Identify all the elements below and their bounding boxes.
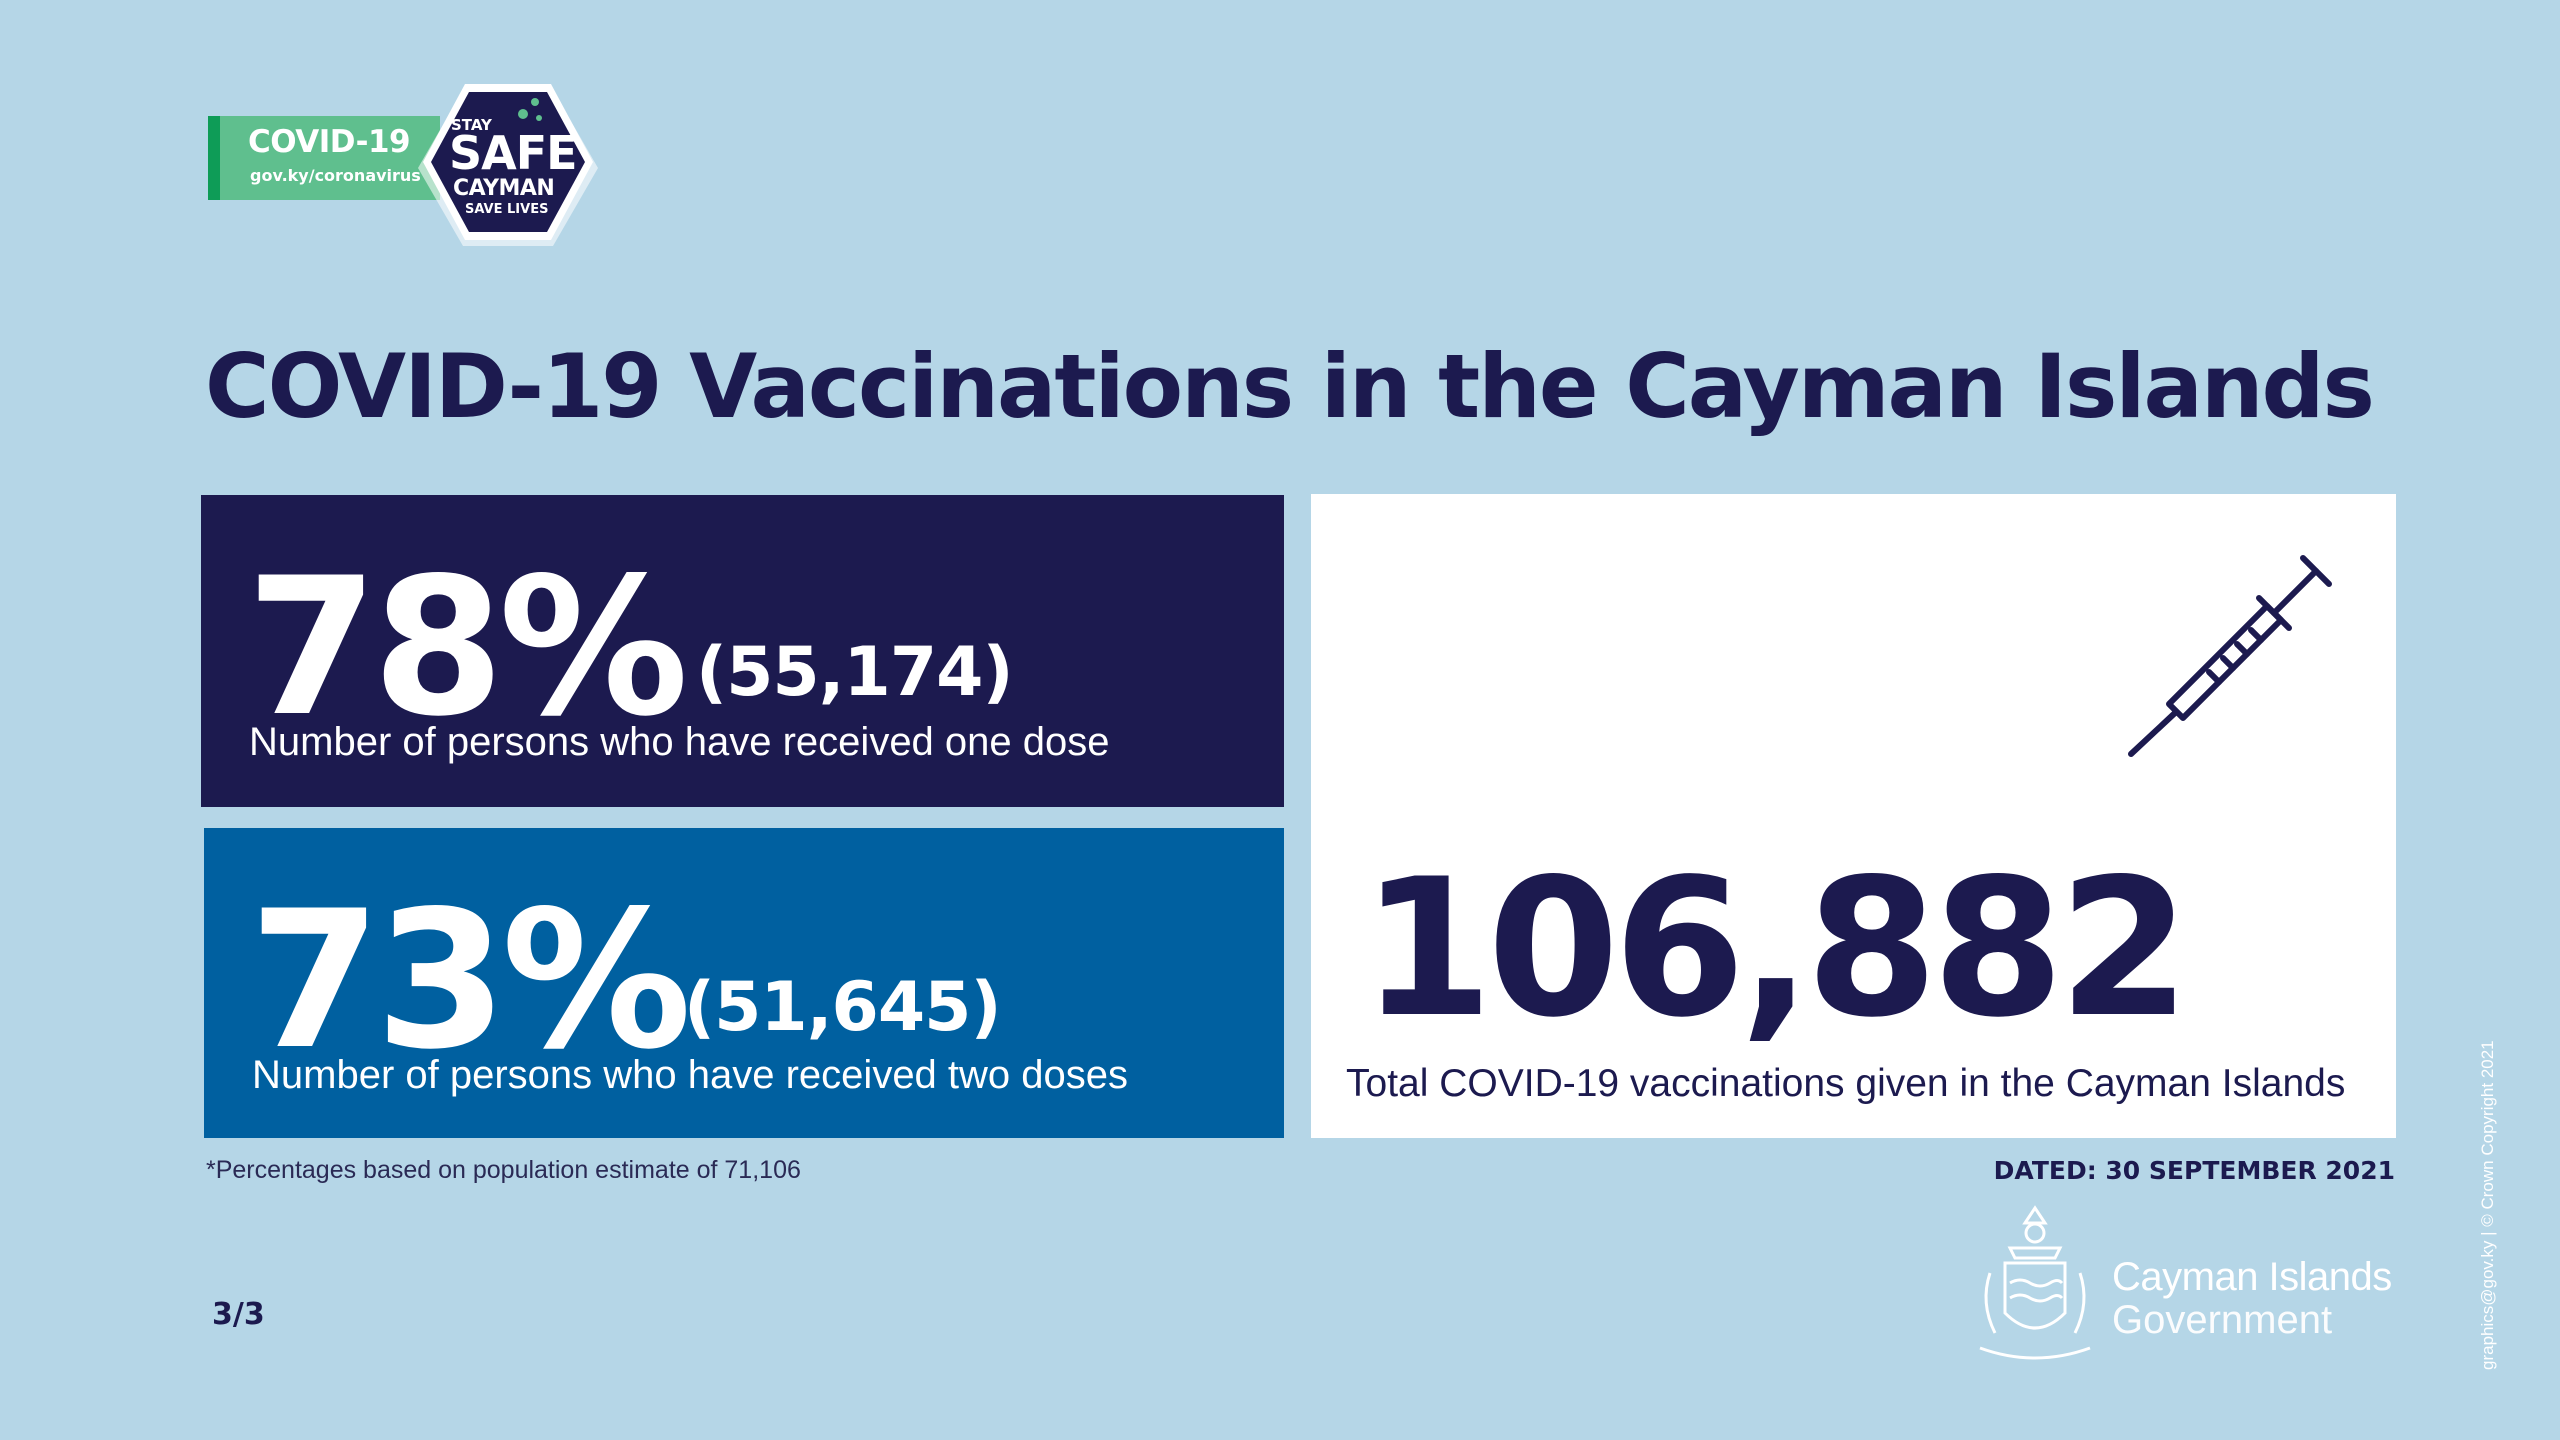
stay-safe-logo: STAY SAFE CAYMAN SAVE LIVES — [413, 80, 603, 250]
covid-badge: COVID-19 gov.ky/coronavirus STAY SAFE CA… — [208, 80, 598, 250]
copyright-notice: graphics@gov.ky | © Crown Copyright 2021 — [2478, 1040, 2497, 1370]
one-dose-percent: 78% — [246, 537, 689, 758]
hex-lives: SAVE LIVES — [465, 202, 549, 217]
covid-strip: COVID-19 gov.ky/coronavirus — [208, 116, 440, 200]
badge-url: gov.ky/coronavirus — [250, 166, 421, 185]
crest-icon — [1979, 1205, 2091, 1360]
badge-title: COVID-19 — [248, 124, 411, 160]
total-panel: 106,882 Total COVID-19 vaccinations give… — [1311, 494, 2396, 1138]
two-doses-percent: 73% — [249, 870, 692, 1091]
hex-safe: SAFE — [449, 126, 578, 180]
two-doses-count: (51,645) — [684, 968, 1002, 1047]
dated-label: DATED: 30 SEPTEMBER 2021 — [1993, 1156, 2395, 1185]
page-number: 3/3 — [212, 1297, 265, 1332]
two-doses-panel: 73% (51,645) Number of persons who have … — [204, 828, 1284, 1138]
government-name: Cayman Islands — [2112, 1255, 2392, 1299]
one-dose-count: (55,174) — [696, 633, 1014, 712]
one-dose-panel: 78% (55,174) Number of persons who have … — [201, 495, 1284, 807]
hex-cayman: CAYMAN — [453, 176, 555, 201]
one-dose-label: Number of persons who have received one … — [249, 720, 1110, 764]
page-title: COVID-19 Vaccinations in the Cayman Isla… — [205, 335, 2375, 438]
two-doses-label: Number of persons who have received two … — [252, 1053, 1129, 1097]
hex-stay: STAY — [451, 116, 492, 134]
syringe-icon — [2128, 555, 2332, 757]
hexagon-icon — [418, 84, 598, 246]
total-vaccinations-label: Total COVID-19 vaccinations given in the… — [1346, 1062, 2346, 1105]
population-footnote: *Percentages based on population estimat… — [206, 1156, 801, 1184]
total-vaccinations-value: 106,882 — [1361, 838, 2190, 1059]
government-sub: Government — [2112, 1298, 2333, 1342]
